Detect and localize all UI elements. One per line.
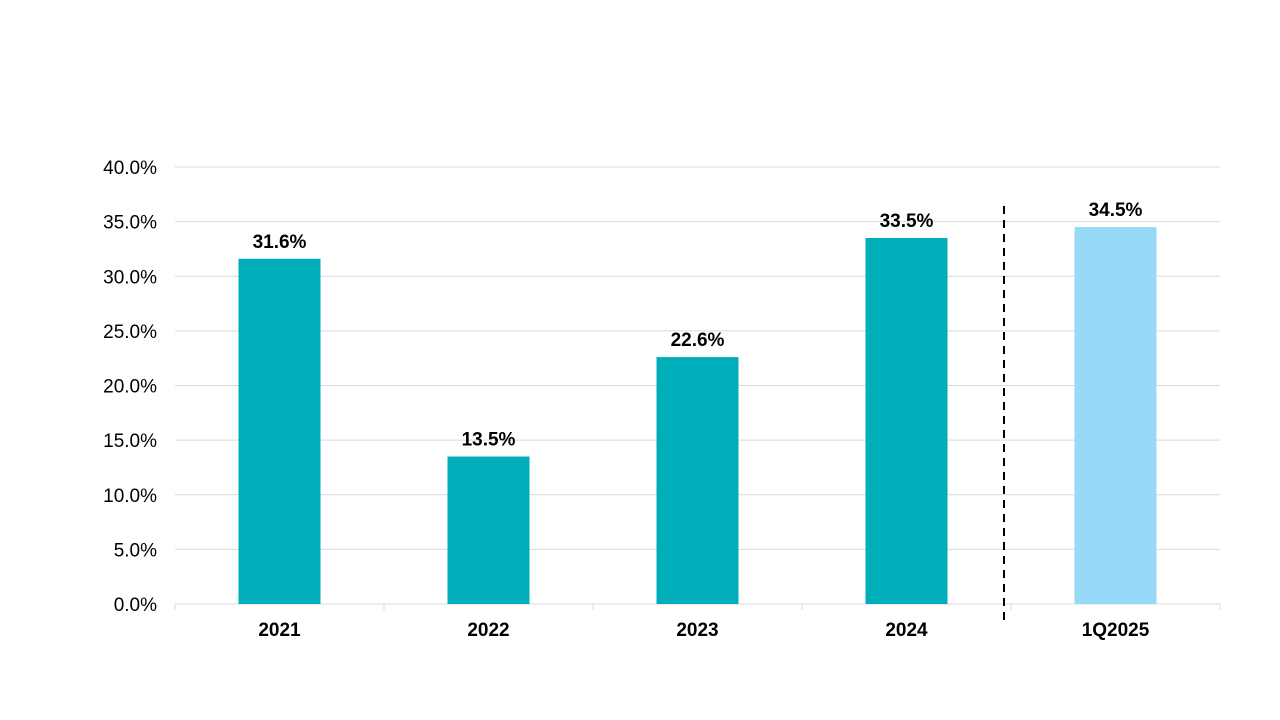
data-label-2021: 31.6% <box>253 232 307 253</box>
y-tick-label: 40.0% <box>103 158 157 179</box>
x-axis: 2021 2022 2023 2024 1Q2025 <box>174 603 1221 641</box>
y-tick-label: 35.0% <box>103 213 157 234</box>
x-tick-label-2022: 2022 <box>467 620 509 641</box>
y-tick-label: 0.0% <box>114 595 157 616</box>
x-tick-label-2023: 2023 <box>676 620 718 641</box>
x-tick-label-2021: 2021 <box>258 620 301 641</box>
bar-2023 <box>656 357 739 604</box>
y-tick-label: 15.0% <box>103 431 157 452</box>
bar-1Q2025 <box>1074 227 1157 604</box>
y-tick-label: 30.0% <box>103 267 157 288</box>
data-label-1Q2025: 34.5% <box>1089 200 1143 221</box>
bar-2024 <box>865 238 948 604</box>
y-tick-label: 10.0% <box>103 486 157 507</box>
bar-2021 <box>238 258 321 604</box>
data-label-2023: 22.6% <box>671 330 725 351</box>
data-labels: 31.6% 13.5% 22.6% 33.5% 34.5% <box>253 200 1143 450</box>
y-tick-label: 20.0% <box>103 377 157 398</box>
y-tick-label: 25.0% <box>103 322 157 343</box>
x-tick-label-1Q2025: 1Q2025 <box>1082 620 1150 641</box>
y-axis: 0.0% 5.0% 10.0% 15.0% 20.0% 25.0% 30.0% 35.0% 40… <box>103 158 157 616</box>
data-label-2024: 33.5% <box>880 211 934 232</box>
x-tick-label-2024: 2024 <box>885 620 928 641</box>
data-label-2022: 13.5% <box>462 430 516 451</box>
bars <box>238 227 1157 604</box>
y-tick-label: 5.0% <box>114 540 157 561</box>
bar-2022 <box>447 456 530 604</box>
